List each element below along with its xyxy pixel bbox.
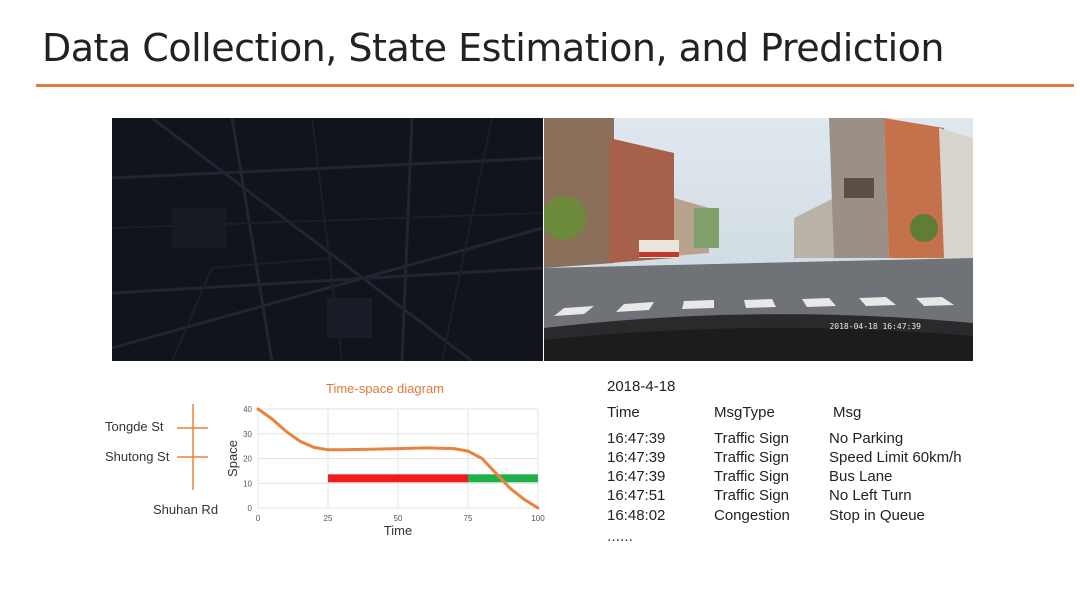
map-image [112,118,543,361]
header-msg: Msg [833,404,862,421]
row-msg: Stop in Queue [829,507,925,524]
row-time: 16:47:51 [607,487,666,504]
header-msgtype: MsgType [714,404,775,421]
x-tick-label: 0 [256,514,261,523]
x-tick-label: 75 [464,514,473,523]
row-type: Traffic Sign [714,468,790,485]
time-space-chart: 0 10 20 30 40 0 25 50 75 100 Time Space [225,405,545,538]
dashcam-image [544,118,973,361]
row-msg: Bus Lane [829,468,893,485]
row-type: Traffic Sign [714,430,790,447]
row-msg: No Left Turn [829,487,912,504]
y-tick-label: 10 [243,479,252,488]
row-type: Traffic Sign [714,449,790,466]
x-axis-label: Time [384,523,412,538]
street-schematic [177,404,208,490]
street-label-shuhan: Shuhan Rd [153,502,219,517]
y-tick-label: 20 [243,455,252,464]
y-tick-label: 30 [243,430,252,439]
x-tick-label: 50 [394,514,403,523]
y-tick-label: 0 [248,504,253,513]
camera-timestamp: 2018-04-18 16:47:39 [829,322,921,331]
street-label-tongde: Tongde St [105,419,164,434]
x-tick-label: 100 [531,514,545,523]
slide-title: Data Collection, State Estimation, and P… [42,26,944,70]
log-ellipsis: …… [607,530,633,545]
row-type: Congestion [714,507,790,524]
row-msg: No Parking [829,430,904,447]
row-type: Traffic Sign [714,487,790,504]
street-label-shutong: Shutong St [105,449,170,464]
y-tick-label: 40 [243,405,252,414]
row-time: 16:47:39 [607,430,666,447]
chart-title: Time-space diagram [326,381,445,396]
camera-panel: 2018-04-18 16:47:39 [544,118,973,361]
row-time: 16:47:39 [607,449,666,466]
y-axis-label: Space [225,440,240,477]
row-time: 16:48:02 [607,507,666,524]
x-tick-label: 25 [324,514,333,523]
header-time: Time [607,404,640,421]
row-msg: Speed Limit 60km/h [829,449,962,466]
signal-bar-red [328,474,468,483]
trajectory-line [256,407,540,510]
row-time: 16:47:39 [607,468,666,485]
signal-bar-green [468,474,538,483]
map-panel [112,118,543,361]
title-divider [36,84,1074,87]
log-date: 2018-4-18 [607,378,676,395]
